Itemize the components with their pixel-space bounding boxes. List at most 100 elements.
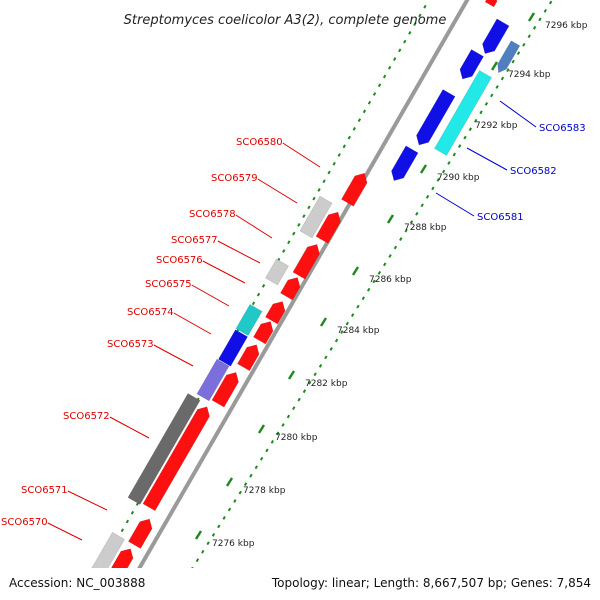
leader-line [435,192,475,217]
outer-tick-mark [383,262,387,267]
inner-tick-mark [408,31,412,35]
outer-tick-mark [254,465,258,470]
outer-tick-mark [484,101,489,106]
major-tick-mark [225,477,234,487]
gene-label-sco6571: SCO6571 [21,485,68,496]
gene-arrow [237,344,260,372]
outer-tick-mark [211,532,216,537]
outer-tick-mark [409,220,414,225]
inner-tick-mark [403,39,407,44]
leader-line [109,416,150,439]
outer-tick-mark [506,68,510,72]
gene-arrow [416,89,456,146]
inner-tick-mark [282,249,286,253]
outer-tick-mark [206,541,210,546]
gene-label-sco6577: SCO6577 [171,235,218,246]
leader-line [47,522,83,541]
backbone [119,0,470,600]
inner-tick-mark [322,179,326,184]
gene-block [196,358,230,402]
inner-tick-mark [337,153,341,157]
gene-arrow [253,321,274,345]
inner-tick-mark [302,214,306,219]
outer-tick-mark [217,524,221,529]
outer-tick-mark [548,0,553,5]
outer-tick-mark [436,178,440,182]
outer-tick-mark [415,211,419,216]
inner-tick-mark [362,109,367,114]
outer-tick-mark [431,186,435,191]
inner-tick-mark [413,22,417,27]
inner-tick-mark [120,528,125,533]
major-tick-mark [351,266,360,276]
inner-tick-mark [130,510,135,515]
outer-tick-mark [286,414,291,419]
backbone-line [119,0,470,600]
outer-tick-mark [238,490,242,495]
leader-line [173,312,212,335]
outer-tick-mark [420,203,424,208]
outer-tick-mark [532,25,537,30]
gene-block [218,329,248,367]
gene-arrow [280,277,301,301]
outer-tick-mark [270,440,275,444]
outer-tick-mark [543,9,547,13]
outer-tick-mark [195,558,200,563]
inner-tick-mark [377,83,382,88]
gene-label-sco6574: SCO6574 [127,307,174,318]
outer-tick-mark [377,270,382,275]
outer-tick-mark [302,389,307,394]
inner-tick-mark [317,188,321,192]
outer-tick-mark [479,110,483,115]
outer-tick-mark [490,93,494,98]
inner-tick-mark [312,196,316,201]
outer-tick-mark [313,372,317,377]
outer-tick-mark [356,304,360,309]
tick-label: 7282 kbp [305,379,348,389]
inner-tick-mark [387,65,392,70]
inner-tick-mark [347,135,351,140]
outer-tick-mark [222,516,226,520]
tick-label: 7276 kbp [212,539,255,549]
tick-layer [80,0,553,600]
inner-tick-mark [423,4,427,9]
gene-arrow [497,40,521,74]
leader-line [67,490,108,511]
gene-label-sco6570: SCO6570 [1,517,48,528]
outer-tick-mark [463,135,467,140]
outer-tick-mark [259,456,264,461]
gene-label-sco6582: SCO6582 [510,166,557,177]
outer-tick-mark [265,448,269,453]
major-tick-mark [319,317,328,327]
outer-tick-mark [367,287,371,292]
inner-tick-mark [125,519,130,524]
outer-tick-mark [361,296,365,301]
outer-tick-mark [452,152,456,157]
major-tick-mark [527,12,536,22]
outer-tick-mark [329,347,333,351]
inner-tick-mark [332,161,336,166]
outer-tick-mark [474,118,478,123]
gene-label-sco6580: SCO6580 [236,137,283,148]
outer-tick-mark [227,507,232,512]
tick-label: 7286 kbp [369,275,412,285]
leader-line [217,240,261,264]
gene-label-sco6579: SCO6579 [211,173,258,184]
outer-tick-mark [457,144,462,148]
outer-tick-mark [468,127,473,132]
outer-tick-mark [324,355,328,360]
tick-label: 7280 kbp [275,433,318,443]
outer-tick-mark [516,51,521,56]
gene-arrow [341,172,368,207]
major-tick-mark [419,164,428,174]
accession-text: Accession: NC_003888 [9,576,145,590]
outer-tick-mark [350,313,355,318]
gene-label-sco6578: SCO6578 [189,209,236,220]
leader-line [499,100,537,128]
major-tick-mark [287,370,296,380]
gene-block [434,70,492,156]
leader-line [235,214,273,239]
tick-label: 7284 kbp [337,326,380,336]
outer-tick-mark [425,194,430,199]
